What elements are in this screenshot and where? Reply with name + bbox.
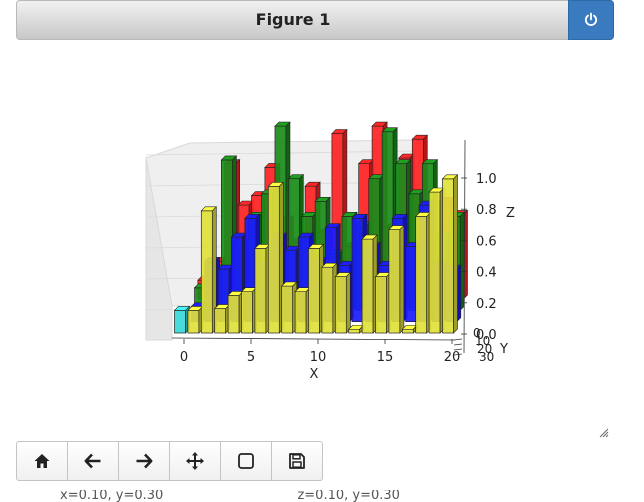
bar [415, 216, 428, 334]
home-icon [34, 454, 50, 468]
back-button[interactable] [67, 441, 119, 481]
arrow-right-icon [136, 453, 153, 469]
figure-titlebar: Figure 1 [16, 0, 614, 40]
y-tick-label: 0 [473, 326, 481, 340]
move-icon [186, 452, 204, 470]
home-button[interactable] [16, 441, 68, 481]
status-right: z=0.10, y=0.30 [297, 490, 400, 502]
z-tick-label: 0.4 [476, 266, 497, 281]
zoom-button[interactable] [220, 441, 272, 481]
bar [214, 308, 227, 334]
side-pane [145, 157, 173, 341]
y-axis-label: Y [499, 342, 508, 357]
arrow-left-icon [84, 453, 101, 469]
bar [174, 310, 186, 334]
z-tick-label: 0.8 [476, 203, 497, 218]
z-tick-label: 1.0 [476, 172, 497, 187]
x-tick-label: 10 [310, 350, 327, 365]
figure-canvas[interactable]: 0 5 10 15 20 X 0.0 0.2 0.4 0.6 0.8 1.0 Z 0 10 20 30 Y [0, 40, 644, 430]
bar [294, 291, 307, 334]
y-tick-label: 20 [477, 342, 492, 356]
z-axis-line [463, 139, 466, 354]
x-tick-label: 5 [247, 350, 255, 365]
bar-side [453, 174, 458, 334]
bar [254, 248, 267, 334]
z-axis-label: Z [506, 206, 515, 221]
y-tick-mark [453, 343, 463, 346]
bar [428, 191, 441, 334]
bar [308, 248, 320, 334]
y-tick-label: 10 [475, 334, 490, 348]
close-figure-button[interactable] [568, 0, 614, 40]
bar [375, 276, 387, 334]
forward-button[interactable] [118, 441, 170, 481]
x-axis-label: X [310, 367, 319, 382]
floppy-disk-icon [289, 453, 305, 469]
figure-title: Figure 1 [255, 10, 331, 29]
x-axis-line [171, 337, 456, 341]
status-left: x=0.10, y=0.30 [60, 490, 164, 502]
y-tick-mark [453, 348, 463, 351]
bar [401, 328, 414, 334]
bar [388, 229, 401, 334]
bar [321, 266, 334, 334]
bar [200, 210, 213, 334]
y-tick-label: 30 [479, 350, 494, 364]
bar [405, 246, 417, 323]
z-tick-label: 0.6 [476, 234, 497, 249]
y-tick-mark [453, 338, 463, 341]
x-tick-label: 20 [444, 350, 461, 365]
bar [281, 285, 294, 334]
bar [227, 295, 240, 334]
y-tick-mark [453, 353, 463, 356]
bar [187, 310, 200, 334]
x-tick-label: 0 [180, 350, 188, 365]
status-bar: x=0.10, y=0.30 z=0.10, y=0.30 [60, 490, 530, 502]
z-tick-label: 0.2 [476, 297, 497, 312]
power-icon [584, 12, 598, 26]
resize-handle[interactable] [598, 424, 610, 438]
square-icon [238, 453, 254, 469]
resize-grip-icon [599, 428, 609, 438]
bar-side [399, 224, 405, 334]
pan-button[interactable] [169, 441, 221, 481]
bar [334, 276, 347, 334]
bar [442, 178, 454, 334]
z-tick-label: 0.0 [476, 328, 497, 343]
bar [241, 291, 253, 334]
save-button[interactable] [271, 441, 323, 481]
bar-side [345, 271, 351, 334]
bar [348, 328, 361, 334]
bar [351, 217, 364, 323]
x-tick-label: 15 [377, 350, 394, 365]
navigation-toolbar [16, 441, 323, 481]
bar [267, 186, 280, 334]
bar [361, 238, 374, 334]
